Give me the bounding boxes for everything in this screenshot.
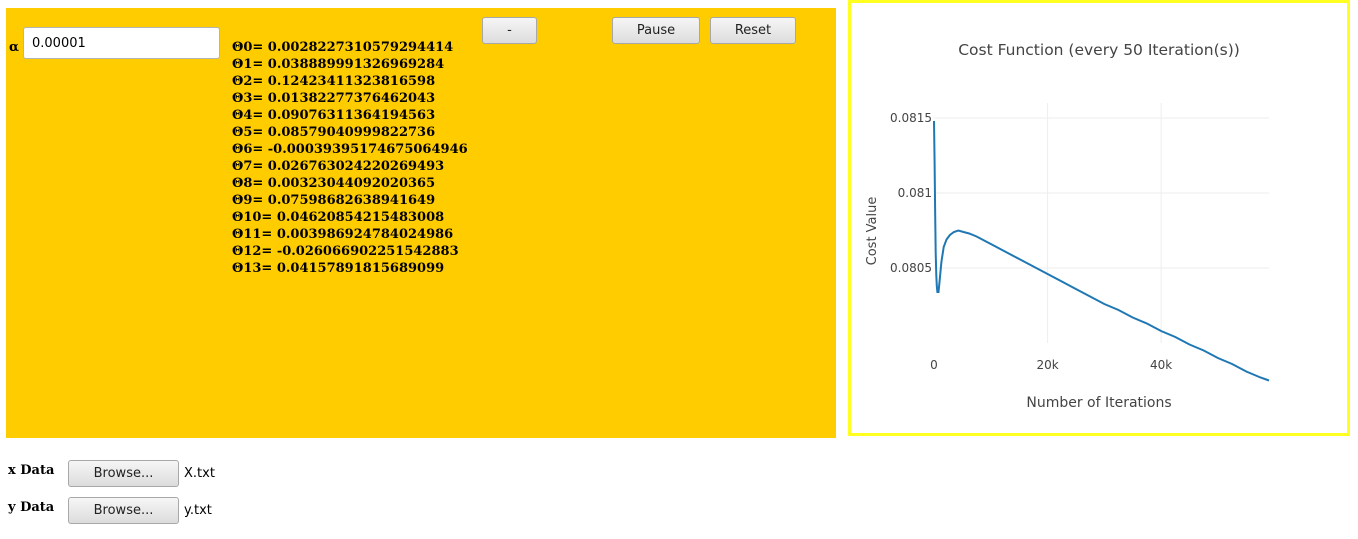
theta-value-2: Θ2= 0.12423411323816598 xyxy=(232,74,436,89)
control-panel: α - Pause Reset Θ0= 0.002822731057929441… xyxy=(6,8,836,438)
alpha-input[interactable] xyxy=(23,27,220,59)
cost-chart: Cost Function (every 50 Iteration(s)) 0 2… xyxy=(848,0,1350,436)
x-axis-label: Number of Iterations xyxy=(1026,395,1171,411)
x-file-name: X.txt xyxy=(184,466,215,481)
theta-value-8: Θ8= 0.00323044092020365 xyxy=(232,176,436,191)
theta-value-9: Θ9= 0.07598682638941649 xyxy=(232,193,436,208)
x-data-label: x Data xyxy=(8,463,55,478)
y-tick-label: 0.0815 xyxy=(890,111,932,125)
y-axis-label: Cost Value xyxy=(865,197,880,266)
series-line xyxy=(933,120,1270,382)
theta-value-11: Θ11= 0.003986924784024986 xyxy=(232,227,454,242)
chart-title: Cost Function (every 50 Iteration(s)) xyxy=(958,41,1240,59)
theta-value-1: Θ1= 0.038889991326969284 xyxy=(232,57,445,72)
cost-chart-svg: Cost Function (every 50 Iteration(s)) 0 2… xyxy=(865,41,1270,411)
x-tick-label: 20k xyxy=(1036,358,1058,372)
x-tick-label: 0 xyxy=(930,358,938,372)
y-tick-label: 0.081 xyxy=(898,186,932,200)
y-file-name: y.txt xyxy=(184,503,212,518)
x-tick-label: 40k xyxy=(1150,358,1172,372)
theta-list: Θ0= 0.0028227310579294414 Θ1= 0.038889991… xyxy=(232,39,468,277)
theta-value-7: Θ7= 0.026763024220269493 xyxy=(232,159,445,174)
theta-value-10: Θ10= 0.04620854215483008 xyxy=(232,210,445,225)
theta-value-13: Θ13= 0.04157891815689099 xyxy=(232,261,445,276)
x-browse-button[interactable]: Browse... xyxy=(68,460,179,487)
theta-value-4: Θ4= 0.09076311364194563 xyxy=(232,108,436,123)
theta-value-5: Θ5= 0.08579040999822736 xyxy=(232,125,436,140)
theta-value-3: Θ3= 0.01382277376462043 xyxy=(232,91,436,106)
alpha-label: α xyxy=(9,40,20,55)
theta-value-0: Θ0= 0.0028227310579294414 xyxy=(232,40,454,55)
y-tick-label: 0.0805 xyxy=(890,261,932,275)
y-data-label: y Data xyxy=(8,500,55,515)
y-browse-button[interactable]: Browse... xyxy=(68,497,179,524)
reset-button[interactable]: Reset xyxy=(710,17,796,44)
minus-button[interactable]: - xyxy=(482,17,537,44)
theta-value-12: Θ12= -0.026066902251542883 xyxy=(232,244,459,259)
pause-button[interactable]: Pause xyxy=(612,17,700,44)
theta-value-6: Θ6= -0.00039395174675064946 xyxy=(232,142,468,157)
